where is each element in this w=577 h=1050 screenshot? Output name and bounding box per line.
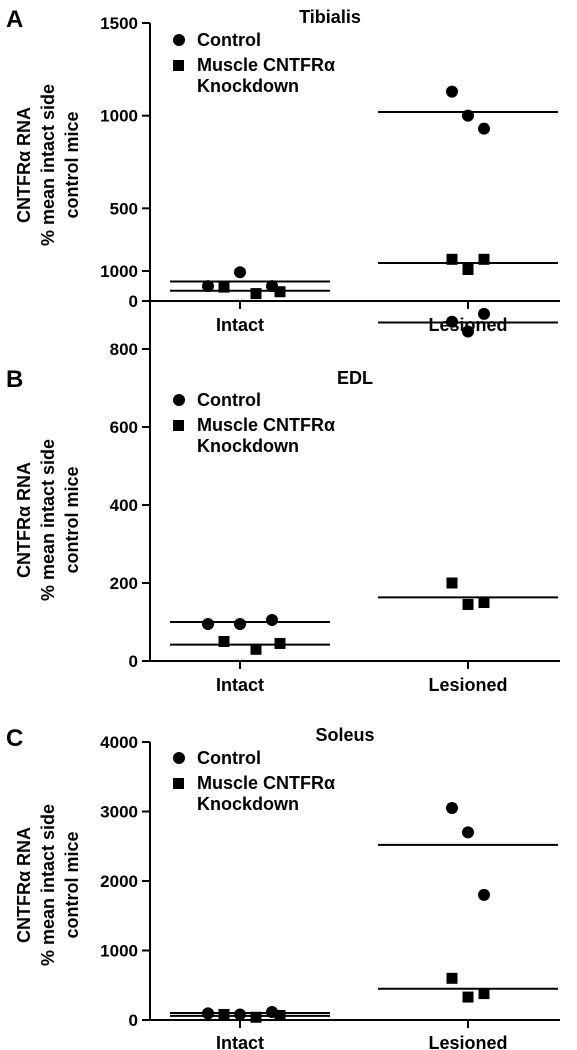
data-point-control <box>478 888 490 901</box>
chart-title: Soleus <box>315 725 374 745</box>
series-control <box>170 307 558 630</box>
data-point-knockdown <box>218 281 230 293</box>
y-tick-label: 1000 <box>100 942 138 961</box>
x-category-label: Lesioned <box>428 675 507 695</box>
y-tick-label: 0 <box>129 1011 138 1030</box>
data-point-control <box>446 802 458 815</box>
y-tick-label: 500 <box>110 199 138 218</box>
y-tick-label: 2000 <box>100 872 138 891</box>
data-point-control <box>234 1008 246 1021</box>
y-axis-label: CNTFRα RNA% mean intact side control mice <box>14 84 82 246</box>
data-point-knockdown <box>250 288 262 300</box>
x-category-label: Intact <box>216 675 264 695</box>
y-tick-label: 1000 <box>100 262 138 281</box>
y-tick-label: 0 <box>129 652 138 671</box>
legend-label-knockdown-line2: Knockdown <box>197 794 299 814</box>
legend-label-control: Control <box>197 748 261 768</box>
y-axis-label-line: % mean intact side <box>38 84 58 246</box>
data-point-control <box>446 85 458 98</box>
legend-marker-knockdown <box>173 420 184 431</box>
y-axis-label-line: control mice <box>62 831 82 938</box>
data-point-knockdown <box>478 988 490 1000</box>
y-tick-label: 800 <box>110 340 138 359</box>
y-axis-label-line: % mean intact side <box>38 804 58 966</box>
legend-label-knockdown-line2: Knockdown <box>197 436 299 456</box>
data-point-knockdown <box>218 1008 230 1020</box>
data-point-knockdown <box>218 636 230 647</box>
data-point-control <box>462 325 474 338</box>
legend-marker-control <box>173 394 185 406</box>
y-tick-label: 200 <box>110 574 138 593</box>
y-axis-label-line: % mean intact side <box>38 439 58 601</box>
y-axis-label: CNTFRα RNA% mean intact side control mice <box>14 804 82 966</box>
y-axis-label: CNTFRα RNA% mean intact side control mice <box>14 439 82 601</box>
series-knockdown <box>170 577 558 655</box>
x-category-label: Intact <box>216 315 264 335</box>
data-point-knockdown <box>478 253 490 265</box>
y-tick-label: 0 <box>129 292 138 311</box>
legend-label-knockdown: Muscle CNTFRα <box>197 55 335 75</box>
y-tick-label: 1500 <box>100 14 138 33</box>
y-axis-label-line: control mice <box>62 111 82 218</box>
data-point-knockdown <box>274 637 286 649</box>
chart-title: EDL <box>337 368 373 388</box>
legend-marker-knockdown <box>173 60 184 71</box>
data-point-control <box>234 266 246 279</box>
y-tick-label: 4000 <box>100 733 138 752</box>
legend-label-control: Control <box>197 30 261 50</box>
data-point-control <box>266 614 278 627</box>
panel-letter: A <box>6 6 23 33</box>
legend-marker-knockdown <box>173 778 184 789</box>
panel-letter: B <box>6 366 23 393</box>
legend-marker-control <box>173 34 185 46</box>
legend-label-knockdown: Muscle CNTFRα <box>197 773 335 793</box>
series-control <box>170 85 558 293</box>
legend-label-knockdown-line2: Knockdown <box>197 76 299 96</box>
data-point-control <box>462 826 474 839</box>
y-tick-label: 1000 <box>100 107 138 126</box>
legend-label-control: Control <box>197 390 261 410</box>
data-point-control <box>202 280 214 293</box>
y-axis-label-line: CNTFRα RNA <box>14 462 34 578</box>
data-point-knockdown <box>478 597 490 608</box>
y-axis-label-line: CNTFRα RNA <box>14 827 34 943</box>
data-point-knockdown <box>462 991 474 1003</box>
panel-c: C Soleus 0 1000 2000 3000 4000 Intact Lesioned CN… <box>6 725 560 1050</box>
data-point-control <box>202 617 214 630</box>
data-point-knockdown <box>446 253 458 265</box>
data-point-knockdown <box>462 263 474 275</box>
x-category-label: Lesioned <box>428 1033 507 1050</box>
series-control <box>170 802 558 1021</box>
x-category-label: Intact <box>216 1033 264 1050</box>
data-point-knockdown <box>446 972 458 984</box>
y-tick-label: 600 <box>110 418 138 437</box>
y-tick-label: 400 <box>110 496 138 515</box>
data-point-knockdown <box>446 577 458 589</box>
series-knockdown <box>170 972 558 1023</box>
data-point-control <box>234 617 246 630</box>
legend-marker-control <box>173 752 185 764</box>
series-knockdown <box>170 253 558 300</box>
y-axis-label-line: control mice <box>62 466 82 573</box>
data-point-knockdown <box>462 598 474 610</box>
data-point-knockdown <box>250 1011 262 1023</box>
panel-b: B EDL 0 200 400 600 800 1000 Intact Lesioned CNTFR… <box>6 262 560 695</box>
chart-title: Tibialis <box>299 7 361 27</box>
legend-label-knockdown: Muscle CNTFRα <box>197 415 335 435</box>
y-axis-label-line: CNTFRα RNA <box>14 107 34 223</box>
data-point-knockdown <box>250 643 262 655</box>
data-point-control <box>478 122 490 135</box>
panel-letter: C <box>6 725 23 752</box>
data-point-control <box>478 307 490 320</box>
y-tick-label: 3000 <box>100 803 138 822</box>
